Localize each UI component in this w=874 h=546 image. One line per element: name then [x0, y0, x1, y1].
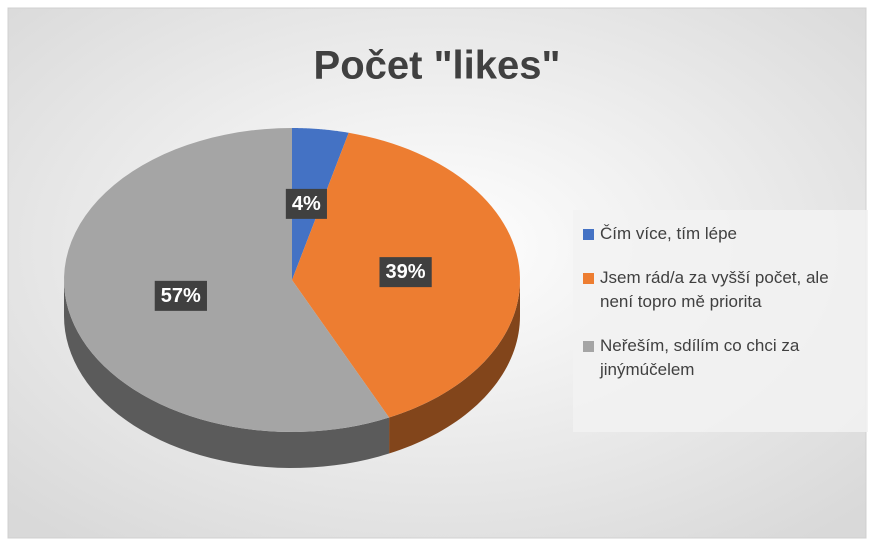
data-label-box [285, 188, 327, 219]
data-label: 39% [385, 261, 425, 283]
pie-side [64, 280, 390, 468]
legend-item: Jsem rád/a za vyšší počet, ale není topr… [583, 266, 860, 314]
legend-swatch [583, 229, 594, 240]
data-label-box [154, 280, 207, 311]
legend-swatch [583, 341, 594, 352]
pie: 4% 39% 57% [64, 128, 520, 468]
data-label: 4% [292, 193, 321, 215]
legend-label: Neřeším, sdílím co chci za jinýmúčelem [600, 336, 800, 379]
legend-item: Neřeším, sdílím co chci za jinýmúčelem [583, 334, 860, 382]
pie-side [389, 280, 520, 454]
legend-label: Čím více, tím lépe [600, 224, 737, 243]
legend-swatch [583, 273, 594, 284]
legend: Čím více, tím lépe Jsem rád/a za vyšší po… [573, 210, 868, 432]
data-label-box [379, 257, 432, 288]
pie-slice [64, 128, 390, 432]
legend-label: Jsem rád/a za vyšší počet, ale není topr… [600, 268, 829, 311]
chart-title: Počet "likes" [314, 44, 561, 88]
legend-item: Čím více, tím lépe [583, 222, 860, 246]
data-label: 57% [161, 285, 201, 307]
